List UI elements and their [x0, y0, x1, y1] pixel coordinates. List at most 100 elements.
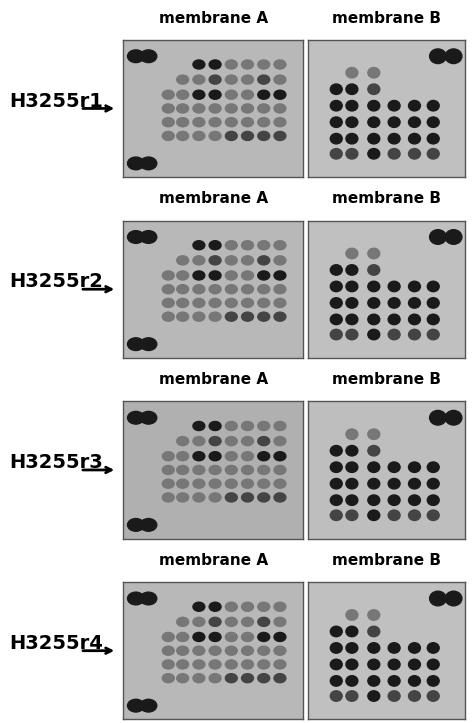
Circle shape [346, 67, 358, 78]
Circle shape [427, 100, 439, 111]
Circle shape [346, 495, 358, 505]
Circle shape [388, 510, 400, 521]
Circle shape [330, 265, 342, 275]
Circle shape [368, 134, 380, 144]
Circle shape [258, 437, 270, 445]
Circle shape [258, 118, 270, 127]
Circle shape [368, 445, 380, 456]
Circle shape [427, 329, 439, 340]
Text: membrane B: membrane B [332, 372, 441, 387]
Circle shape [242, 493, 254, 502]
Circle shape [368, 315, 380, 325]
Circle shape [258, 104, 270, 113]
Circle shape [445, 591, 462, 606]
Circle shape [193, 633, 205, 641]
Circle shape [330, 659, 342, 669]
Circle shape [209, 118, 221, 127]
Text: membrane A: membrane A [159, 11, 268, 25]
Circle shape [209, 312, 221, 321]
Circle shape [193, 479, 205, 488]
Circle shape [368, 429, 380, 440]
Text: membrane A: membrane A [159, 192, 268, 206]
Circle shape [242, 285, 254, 294]
Circle shape [193, 452, 205, 461]
Circle shape [225, 118, 237, 127]
Circle shape [128, 338, 144, 351]
Circle shape [427, 462, 439, 472]
Circle shape [409, 134, 420, 144]
Circle shape [427, 281, 439, 291]
Circle shape [330, 462, 342, 472]
Circle shape [346, 429, 358, 440]
Circle shape [330, 479, 342, 489]
Circle shape [330, 643, 342, 653]
Circle shape [242, 452, 254, 461]
Circle shape [409, 690, 420, 701]
Circle shape [346, 100, 358, 111]
Circle shape [274, 617, 286, 626]
Circle shape [258, 90, 270, 99]
Circle shape [162, 493, 174, 502]
Circle shape [177, 271, 189, 280]
Circle shape [274, 674, 286, 683]
Circle shape [346, 148, 358, 159]
Circle shape [193, 660, 205, 669]
Circle shape [258, 60, 270, 69]
Circle shape [346, 659, 358, 669]
Circle shape [274, 256, 286, 265]
Circle shape [409, 100, 420, 111]
Circle shape [162, 312, 174, 321]
Circle shape [193, 132, 205, 140]
Circle shape [242, 617, 254, 626]
Circle shape [128, 518, 144, 531]
Circle shape [225, 422, 237, 430]
Circle shape [330, 134, 342, 144]
Circle shape [242, 271, 254, 280]
Circle shape [193, 646, 205, 655]
Circle shape [209, 75, 221, 84]
Circle shape [274, 241, 286, 249]
Circle shape [427, 479, 439, 489]
Circle shape [427, 315, 439, 325]
Circle shape [274, 104, 286, 113]
Circle shape [346, 298, 358, 308]
Circle shape [274, 452, 286, 461]
Circle shape [225, 660, 237, 669]
Circle shape [274, 118, 286, 127]
Circle shape [274, 479, 286, 488]
Circle shape [209, 479, 221, 488]
Circle shape [368, 329, 380, 340]
Circle shape [193, 422, 205, 430]
Circle shape [193, 75, 205, 84]
Circle shape [225, 285, 237, 294]
Circle shape [330, 495, 342, 505]
Circle shape [427, 690, 439, 701]
Circle shape [177, 312, 189, 321]
Circle shape [274, 437, 286, 445]
Text: H3255r1: H3255r1 [9, 92, 103, 111]
Circle shape [427, 643, 439, 653]
Circle shape [209, 646, 221, 655]
Circle shape [242, 674, 254, 683]
Circle shape [388, 462, 400, 472]
Circle shape [429, 49, 446, 64]
Circle shape [177, 466, 189, 474]
Circle shape [225, 271, 237, 280]
Circle shape [225, 256, 237, 265]
Text: membrane A: membrane A [159, 372, 268, 387]
Circle shape [346, 315, 358, 325]
Circle shape [445, 411, 462, 425]
Circle shape [209, 422, 221, 430]
Circle shape [209, 466, 221, 474]
Circle shape [368, 609, 380, 620]
Circle shape [162, 271, 174, 280]
Circle shape [242, 256, 254, 265]
Circle shape [368, 117, 380, 127]
Circle shape [388, 329, 400, 340]
Circle shape [274, 602, 286, 611]
Circle shape [258, 633, 270, 641]
Circle shape [409, 148, 420, 159]
Circle shape [225, 602, 237, 611]
Circle shape [242, 90, 254, 99]
Circle shape [193, 256, 205, 265]
